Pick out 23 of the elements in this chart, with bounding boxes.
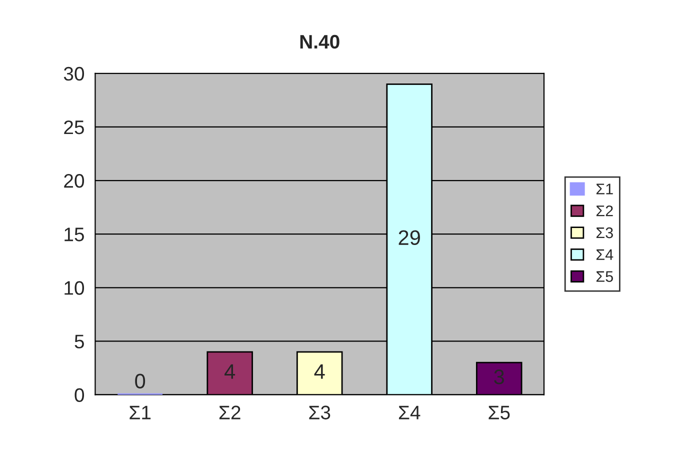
y-tick-label: 0 [74, 388, 84, 402]
legend-label: Σ3 [596, 227, 613, 238]
x-tick-label: Σ3 [309, 406, 330, 420]
legend-label: Σ4 [596, 249, 614, 260]
data-label: 0 [135, 374, 146, 388]
legend-label: Σ2 [596, 205, 613, 216]
y-tick-label: 25 [64, 120, 84, 134]
x-tick-label: Σ1 [130, 406, 151, 420]
data-label: 4 [224, 364, 236, 379]
data-label: 29 [398, 230, 420, 246]
y-tick-label: 5 [74, 334, 84, 348]
y-tick-label: 20 [64, 174, 84, 188]
x-tick-label: Σ5 [488, 406, 510, 420]
chart-title: N.40 [300, 34, 340, 49]
x-tick-label: Σ2 [219, 406, 240, 420]
legend-label: Σ5 [596, 271, 613, 282]
legend-label: Σ1 [596, 184, 613, 194]
y-tick-label: 15 [64, 228, 84, 242]
x-tick-label: Σ4 [398, 406, 420, 420]
data-label: 3 [494, 370, 504, 384]
y-tick-label: 10 [64, 281, 84, 295]
y-tick-label: 30 [64, 66, 84, 81]
data-label: 4 [314, 364, 325, 379]
